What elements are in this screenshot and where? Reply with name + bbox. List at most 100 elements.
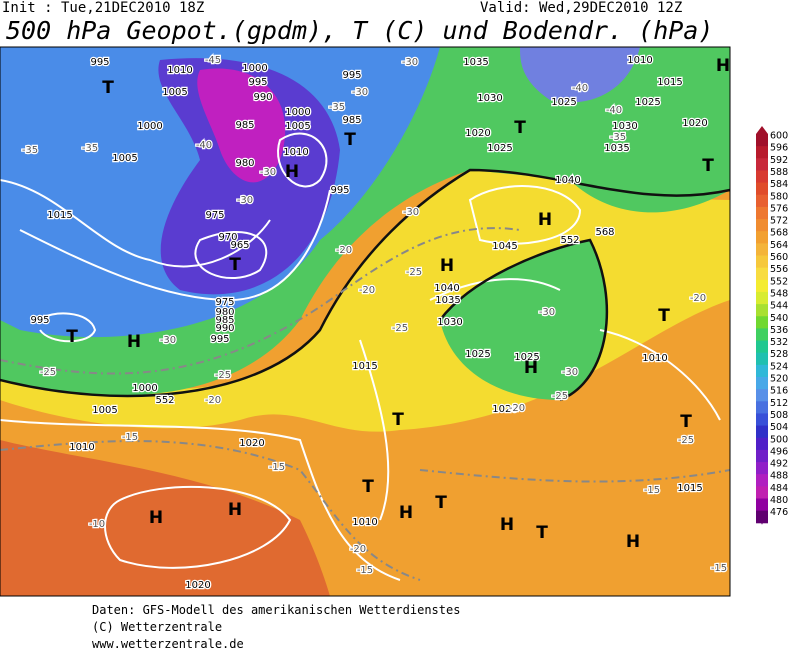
pressure-center: T bbox=[229, 255, 241, 275]
isobar-label: 1020 bbox=[465, 128, 490, 139]
temperature-label: -25 bbox=[392, 323, 408, 334]
colorbar-label: 520 bbox=[770, 374, 788, 385]
isobar-label: 1025 bbox=[635, 97, 660, 108]
isobar-label: 1015 bbox=[47, 210, 72, 221]
temperature-label: -20 bbox=[690, 293, 706, 304]
colorbar-label: 476 bbox=[770, 507, 788, 518]
isobar-label: 965 bbox=[230, 240, 249, 251]
colorbar-label: 484 bbox=[770, 483, 788, 494]
temperature-label: -35 bbox=[82, 143, 98, 154]
isobar-label: 995 bbox=[248, 77, 267, 88]
isobar-label: 1025 bbox=[465, 349, 490, 360]
temperature-label: -30 bbox=[403, 207, 419, 218]
temperature-label: -45 bbox=[205, 55, 221, 66]
colorbar-label: 488 bbox=[770, 471, 788, 482]
temperature-label: -30 bbox=[539, 307, 555, 318]
pressure-center: H bbox=[538, 210, 552, 230]
colorbar-swatch bbox=[756, 425, 768, 439]
colorbar-label: 544 bbox=[770, 301, 788, 312]
colorbar-swatch bbox=[756, 243, 768, 256]
isobar-label: 1005 bbox=[112, 153, 137, 164]
colorbar-swatch bbox=[756, 413, 768, 427]
isobar-label: 1035 bbox=[463, 57, 488, 68]
colorbar-label: 524 bbox=[770, 361, 788, 372]
pressure-center: T bbox=[102, 78, 114, 98]
pressure-center: H bbox=[716, 56, 730, 76]
temperature-label: -25 bbox=[678, 435, 694, 446]
pressure-center: T bbox=[658, 306, 670, 326]
isobar-label: 1025 bbox=[514, 352, 539, 363]
colorbar-swatch bbox=[756, 219, 768, 232]
isobar-label: 1005 bbox=[162, 87, 187, 98]
pressure-center: H bbox=[524, 358, 538, 378]
colorbar-swatch bbox=[756, 401, 768, 414]
warm-region bbox=[0, 440, 330, 596]
temperature-label: -30 bbox=[352, 87, 368, 98]
isotherms bbox=[0, 227, 731, 581]
colorbar-label: 532 bbox=[770, 337, 788, 348]
colorbar-swatch bbox=[756, 279, 768, 293]
title: 500 hPa Geopot.(gpdm), T (C) und Bodendr… bbox=[6, 16, 714, 45]
temperature-label: -25 bbox=[40, 367, 56, 378]
colorbar-label: 528 bbox=[770, 349, 788, 360]
colorbar-swatch bbox=[756, 316, 768, 329]
colorbar-label: 596 bbox=[770, 143, 788, 154]
temperature-label: -30 bbox=[160, 335, 176, 346]
colorbar-swatch bbox=[756, 474, 768, 487]
map-frame bbox=[0, 46, 731, 597]
colorbar-swatch bbox=[756, 158, 768, 171]
temperature-label: -35 bbox=[610, 132, 626, 143]
colorbar-swatch bbox=[756, 377, 768, 390]
pressure-center: H bbox=[440, 256, 454, 276]
isobar-label: 1010 bbox=[627, 55, 652, 66]
isobar-label: 552 bbox=[560, 235, 579, 246]
isobar-label: 1040 bbox=[434, 283, 459, 294]
magenta-region bbox=[197, 68, 286, 183]
pressure-center: H bbox=[399, 503, 413, 523]
pressure-center: T bbox=[362, 477, 374, 497]
isobar-label: 975 bbox=[205, 210, 224, 221]
temperature-label: -20 bbox=[205, 395, 221, 406]
isobar-label: 1020 bbox=[682, 118, 707, 129]
colorbar-tip-top bbox=[756, 126, 768, 134]
pressure-center: H bbox=[228, 500, 242, 520]
colorbar-swatch bbox=[756, 486, 768, 499]
colorbar-swatch bbox=[756, 206, 768, 220]
isobar-label: 1020 bbox=[239, 438, 264, 449]
isobar-label: 1035 bbox=[604, 143, 629, 154]
isobar-label: 985 bbox=[215, 315, 234, 326]
isobar-label: 1025 bbox=[551, 97, 576, 108]
temperature-label: -30 bbox=[260, 167, 276, 178]
isobar-label: 1000 bbox=[132, 383, 157, 394]
pressure-center: T bbox=[514, 118, 526, 138]
colorbar-label: 592 bbox=[770, 155, 788, 166]
temperature-label: -30 bbox=[562, 367, 578, 378]
pressure-center: T bbox=[435, 493, 447, 513]
isobar-label: 995 bbox=[330, 185, 349, 196]
pressure-center: T bbox=[66, 327, 78, 347]
isobar-label: 1045 bbox=[492, 241, 517, 252]
isobar-label: 985 bbox=[235, 120, 254, 131]
pressure-center: T bbox=[392, 410, 404, 430]
temperature-label: -30 bbox=[237, 195, 253, 206]
colorbar-swatch bbox=[756, 291, 768, 305]
isobar-label: 1015 bbox=[657, 77, 682, 88]
valid-time: Valid: Wed,29DEC2010 12Z bbox=[480, 0, 683, 16]
colorbar-swatch bbox=[756, 267, 768, 281]
green-region-2 bbox=[440, 240, 607, 400]
colorbar-swatch bbox=[756, 328, 768, 342]
isobar-label: 1020 bbox=[185, 580, 210, 591]
colorbar-label: 540 bbox=[770, 313, 788, 324]
colorbar-label: 508 bbox=[770, 410, 788, 421]
colorbar-swatch bbox=[756, 340, 768, 354]
temperature-label: -40 bbox=[572, 83, 588, 94]
temperature-label: -15 bbox=[269, 462, 285, 473]
552-contour bbox=[0, 168, 731, 402]
init-time: Init : Tue,21DEC2010 18Z bbox=[2, 0, 205, 16]
colorbar-swatch bbox=[756, 462, 768, 475]
blue-region-east bbox=[520, 47, 640, 103]
colorbar-label: 564 bbox=[770, 240, 788, 251]
colorbar-label: 548 bbox=[770, 288, 788, 299]
colorbar-swatch bbox=[756, 134, 768, 147]
